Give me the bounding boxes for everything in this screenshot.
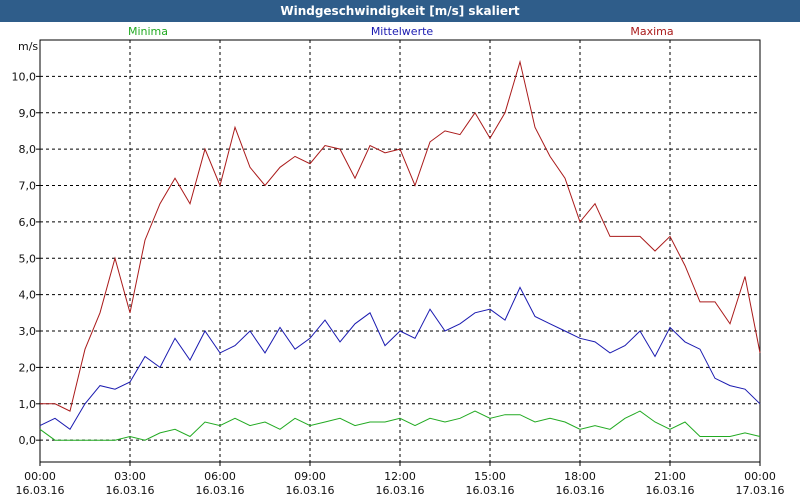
x-tick-date: 16.03.16 — [106, 484, 155, 497]
x-tick-date: 16.03.16 — [16, 484, 65, 497]
x-tick-time: 12:00 — [384, 470, 416, 483]
y-tick-label: 10,0 — [12, 70, 37, 83]
x-tick-date: 16.03.16 — [466, 484, 515, 497]
series-line-max — [40, 59, 761, 412]
y-tick-label: 5,0 — [19, 252, 37, 265]
legend-maxima: Maxima — [630, 25, 673, 38]
chart-title: Windgeschwindigkeit [m/s] skaliert — [0, 0, 800, 22]
x-tick-time: 00:00 — [744, 470, 776, 483]
x-tick-time: 06:00 — [204, 470, 236, 483]
series-line-mean — [39, 286, 761, 431]
y-tick-label: 0,0 — [19, 434, 37, 447]
x-tick-time: 18:00 — [564, 470, 596, 483]
x-tick-time: 09:00 — [294, 470, 326, 483]
y-tick-label: 4,0 — [19, 289, 37, 302]
series-line-min — [39, 410, 761, 441]
x-tick-date: 16.03.16 — [376, 484, 425, 497]
x-tick-time: 00:00 — [24, 470, 56, 483]
legend-minima: Minima — [128, 25, 168, 38]
y-tick-label: 2,0 — [19, 361, 37, 374]
x-tick-date: 16.03.16 — [196, 484, 245, 497]
x-tick-date: 17.03.16 — [736, 484, 785, 497]
series-layer — [39, 59, 761, 441]
y-tick-label: 8,0 — [19, 143, 37, 156]
y-tick-label: 1,0 — [19, 398, 37, 411]
x-tick-time: 15:00 — [474, 470, 506, 483]
y-tick-label: 9,0 — [19, 107, 37, 120]
legend-mittelwerte: Mittelwerte — [371, 25, 434, 38]
y-tick-label: 7,0 — [19, 180, 37, 193]
x-tick-date: 16.03.16 — [286, 484, 335, 497]
x-axis-ticks: 00:0016.03.1603:0016.03.1606:0016.03.160… — [16, 462, 785, 497]
x-tick-time: 21:00 — [654, 470, 686, 483]
y-tick-label: 3,0 — [19, 325, 37, 338]
y-tick-label: 6,0 — [19, 216, 37, 229]
y-axis-label: m/s — [18, 40, 38, 53]
x-tick-date: 16.03.16 — [646, 484, 695, 497]
x-tick-time: 03:00 — [114, 470, 146, 483]
y-axis-ticks: 0,0 1,0 2,0 3,0 4,0 5,0 6,0 7,0 8,0 9,0 10,0 — [12, 70, 40, 447]
x-tick-date: 16.03.16 — [556, 484, 605, 497]
